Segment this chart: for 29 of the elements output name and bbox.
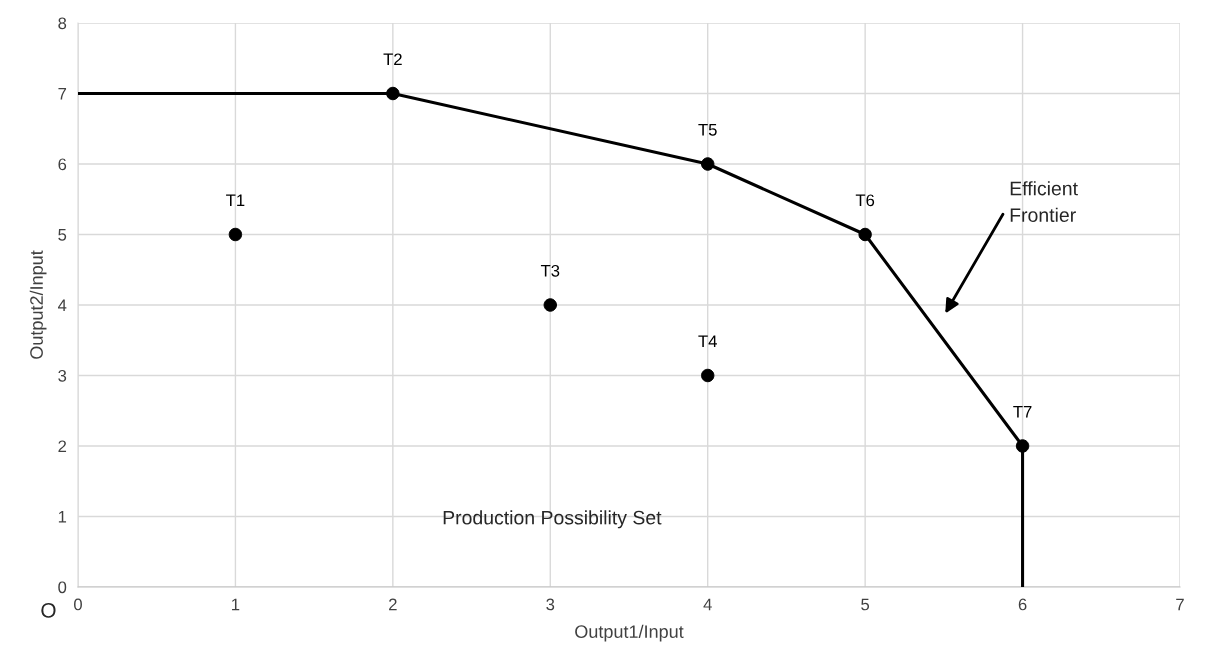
annotation: T2 <box>383 53 402 66</box>
x-tick-label: 0 <box>74 598 82 611</box>
y-tick-label: 1 <box>58 511 67 523</box>
y-axis-title: Output2/Input <box>29 250 47 359</box>
x-tick-label: 2 <box>389 598 397 611</box>
y-tick-label: 5 <box>58 229 67 241</box>
x-axis-title: Output1/Input <box>575 624 684 642</box>
y-tick-label: 6 <box>58 158 67 171</box>
y-tick-label: 4 <box>57 299 67 312</box>
annotation: T4 <box>698 335 717 348</box>
annotation: T1 <box>226 194 245 207</box>
x-tick-label: 1 <box>232 598 240 611</box>
annotation: T6 <box>855 194 875 207</box>
x-tick-label: 5 <box>861 598 870 611</box>
annotation: Production Possibility Set <box>443 510 662 529</box>
y-tick-label: 7 <box>58 88 67 100</box>
y-tick-label: 3 <box>58 369 67 382</box>
annotation: T5 <box>698 124 717 136</box>
y-tick-label: 8 <box>58 17 67 30</box>
x-tick-label: 6 <box>1018 598 1027 611</box>
annotation: T3 <box>540 264 560 277</box>
x-tick-label: 7 <box>1176 598 1184 611</box>
x-tick-label: 4 <box>703 598 712 611</box>
annotation: Efficient Frontier <box>1010 181 1078 222</box>
y-tick-label: 0 <box>58 581 67 594</box>
y-tick-label: 2 <box>58 440 67 453</box>
annotation: T7 <box>1013 406 1032 418</box>
x-tick-label: 3 <box>546 598 555 611</box>
text: O <box>41 602 56 618</box>
